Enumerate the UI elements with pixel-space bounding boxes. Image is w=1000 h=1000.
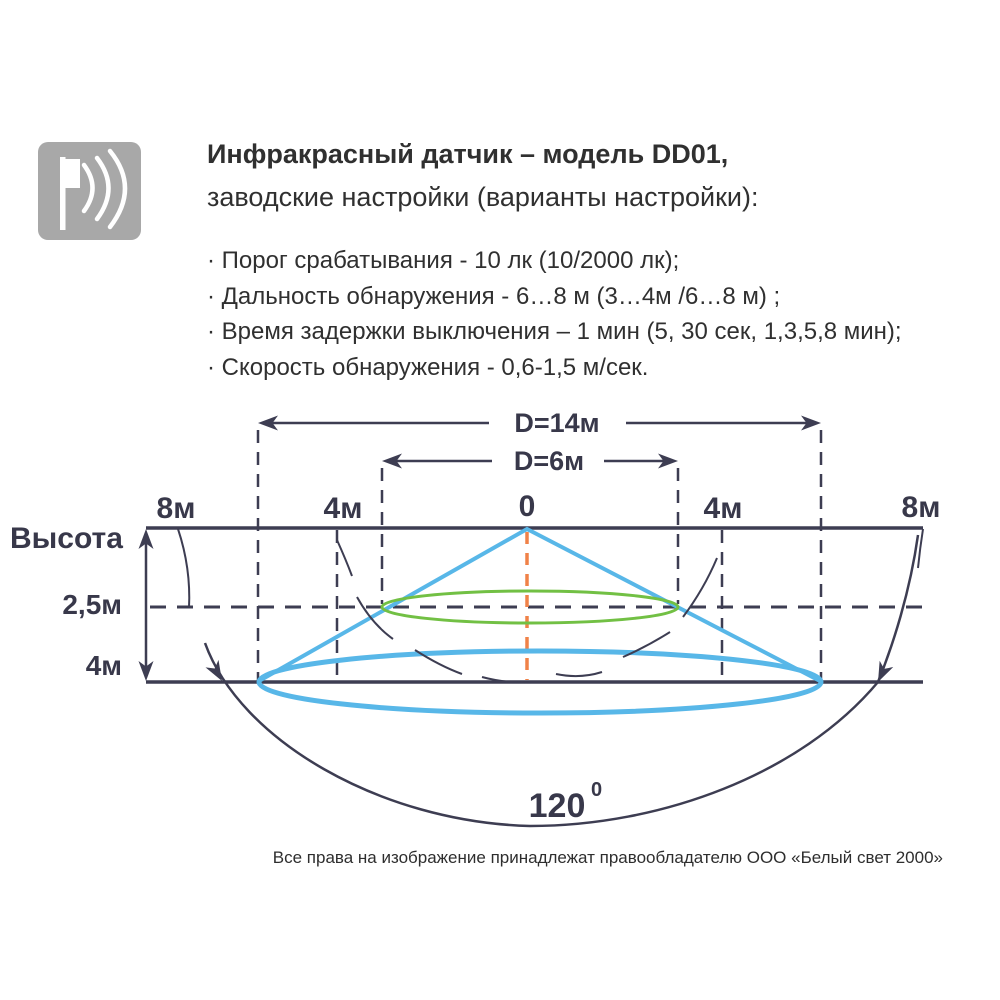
detection-cone: [258, 526, 821, 683]
copyright-note: Все права на изображение принадлежат пра…: [272, 848, 943, 867]
height-4m-label: 4м: [86, 650, 122, 681]
page-title: Инфракрасный датчик – модель DD01,: [207, 139, 729, 169]
angle-value: 120: [529, 787, 586, 825]
height-2-5m-label: 2,5м: [62, 589, 122, 620]
angle-arc-120: [203, 534, 920, 828]
angle-superscript: 0: [591, 779, 602, 801]
coverage-ellipse-2-5m: [380, 589, 680, 625]
coverage-ellipse-4m: [256, 648, 824, 716]
wave-arcs-icon: [81, 148, 128, 230]
d14-dimension-arrow: D=14м: [258, 405, 821, 439]
axis-label-right-4m: 4м: [704, 492, 743, 525]
axis-label-right-8m: 8м: [902, 491, 941, 524]
flag-pole: [60, 157, 66, 230]
spec-item-speed: · Скорость обнаружения - 0,6-1,5 м/сек.: [207, 353, 649, 381]
d6-dimension-arrow: D=6м: [382, 444, 678, 476]
d14-label: D=14м: [514, 408, 599, 438]
spec-item-range: · Дальность обнаружения - 6…8 м (3…4м /6…: [207, 282, 781, 310]
spec-item-threshold: · Порог срабатывания - 10 лк (10/2000 лк…: [207, 247, 680, 274]
ir-sensor-icon-glyph: [60, 148, 128, 230]
axis-label-left-4m: 4м: [324, 492, 363, 525]
axis-label-left-8m: 8м: [157, 492, 196, 525]
spec-item-delay: · Время задержки выключения – 1 мин (5, …: [207, 318, 902, 345]
spec-list: · Порог срабатывания - 10 лк (10/2000 лк…: [207, 243, 902, 385]
page-subtitle: заводские настройки (варианты настройки)…: [207, 182, 759, 212]
d6-label: D=6м: [514, 446, 584, 476]
ir-sensor-icon: [38, 142, 141, 240]
beam-arc-fragments: [177, 528, 924, 684]
projection-dashed-lines: [256, 430, 823, 681]
axis-label-zero: 0: [519, 490, 536, 523]
flag-rect: [64, 159, 80, 188]
height-dimension-arrow: [138, 529, 154, 681]
height-axis-title: Высота: [10, 522, 123, 555]
